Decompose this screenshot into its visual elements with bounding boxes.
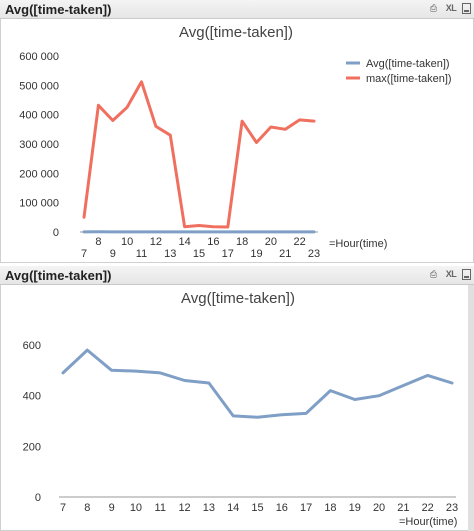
x-tick-label: 10 — [121, 236, 133, 248]
y-tick-label: 200 000 — [19, 168, 59, 180]
top-panel-caption[interactable]: Avg([time-taken]) ⎙ XL — [0, 0, 474, 19]
x-tick-label: 18 — [236, 236, 248, 248]
top-chart-panel: Avg([time-taken]) ⎙ XL Avg([time-taken])… — [0, 0, 474, 263]
y-tick-label: 500 000 — [19, 80, 59, 92]
x-tick-label: 14 — [227, 502, 239, 514]
x-tick-label: 11 — [136, 248, 147, 260]
xl-export-icon[interactable]: XL — [445, 269, 457, 279]
top-panel-caption-icons: ⎙ XL — [427, 2, 471, 15]
x-tick-label: 7 — [60, 502, 66, 514]
x-tick-label: 8 — [95, 236, 101, 248]
bottom-line-chart: Avg([time-taken]) 0 200 400 600 7 8 9 10 11 12 13 14… — [23, 290, 458, 528]
xl-export-icon[interactable]: XL — [445, 3, 457, 13]
top-panel-caption-title: Avg([time-taken]) — [5, 2, 112, 17]
x-tick-label: 17 — [300, 502, 312, 514]
x-axis-title: =Hour(time) — [399, 516, 457, 528]
x-tick-label: 22 — [422, 502, 434, 514]
bottom-panel-caption-icons: ⎙ XL — [427, 268, 471, 281]
y-tick-label: 400 000 — [19, 110, 59, 122]
x-tick-label: 19 — [349, 502, 361, 514]
bottom-panel-caption[interactable]: Avg([time-taken]) ⎙ XL — [0, 266, 474, 285]
x-axis-title: =Hour(time) — [329, 238, 387, 250]
chart-title: Avg([time-taken]) — [181, 290, 295, 307]
x-tick-label: 9 — [110, 248, 116, 260]
x-tick-label: 23 — [308, 248, 320, 260]
x-tick-label: 20 — [373, 502, 385, 514]
x-tick-label: 12 — [178, 502, 190, 514]
x-tick-label: 20 — [265, 236, 277, 248]
y-tick-label: 0 — [53, 227, 59, 239]
top-chart-area: Avg([time-taken]) 0 100 000 200 000 300 000 4… — [0, 19, 474, 263]
y-tick-label: 600 000 — [19, 51, 59, 63]
legend-label: max([time-taken]) — [366, 73, 452, 85]
top-line-chart: Avg([time-taken]) 0 100 000 200 000 300 000 4… — [19, 24, 452, 260]
vertical-scrollbar[interactable] — [468, 285, 474, 531]
x-tick-label: 9 — [109, 502, 115, 514]
x-tick-label: 19 — [250, 248, 262, 260]
print-icon[interactable]: ⎙ — [429, 3, 438, 13]
series-line — [61, 348, 454, 419]
x-tick-label: 11 — [155, 502, 166, 514]
minimize-icon[interactable] — [462, 3, 471, 14]
bottom-chart-area: Avg([time-taken]) 0 200 400 600 7 8 9 10 11 12 13 14… — [0, 285, 474, 531]
y-tick-label: 300 000 — [19, 139, 59, 151]
x-tick-label: 13 — [203, 502, 215, 514]
y-tick-label: 0 — [35, 492, 41, 504]
x-tick-label: 7 — [81, 248, 87, 260]
x-tick-label: 15 — [193, 248, 205, 260]
x-tick-label: 21 — [397, 502, 409, 514]
print-icon[interactable]: ⎙ — [429, 269, 438, 279]
minimize-icon[interactable] — [462, 269, 471, 280]
x-tick-label: 16 — [207, 236, 219, 248]
y-tick-label: 100 000 — [19, 198, 59, 210]
y-tick-label: 600 — [23, 340, 41, 352]
x-tick-label: 14 — [179, 236, 191, 248]
x-tick-label: 16 — [276, 502, 288, 514]
series-line — [82, 80, 316, 229]
x-tick-label: 8 — [84, 502, 90, 514]
x-tick-label: 18 — [324, 502, 336, 514]
chart-title: Avg([time-taken]) — [179, 24, 293, 41]
y-tick-label: 400 — [23, 391, 41, 403]
x-tick-label: 15 — [251, 502, 263, 514]
x-tick-label: 13 — [164, 248, 176, 260]
x-tick-label: 21 — [279, 248, 291, 260]
y-tick-label: 200 — [23, 441, 41, 453]
x-tick-label: 17 — [222, 248, 234, 260]
x-tick-label: 23 — [446, 502, 458, 514]
bottom-chart-panel: Avg([time-taken]) ⎙ XL Avg([time-taken])… — [0, 266, 474, 531]
x-tick-label: 12 — [150, 236, 162, 248]
x-tick-label: 10 — [130, 502, 142, 514]
bottom-panel-caption-title: Avg([time-taken]) — [5, 268, 112, 283]
x-tick-label: 22 — [294, 236, 306, 248]
legend-label: Avg([time-taken]) — [366, 58, 450, 70]
